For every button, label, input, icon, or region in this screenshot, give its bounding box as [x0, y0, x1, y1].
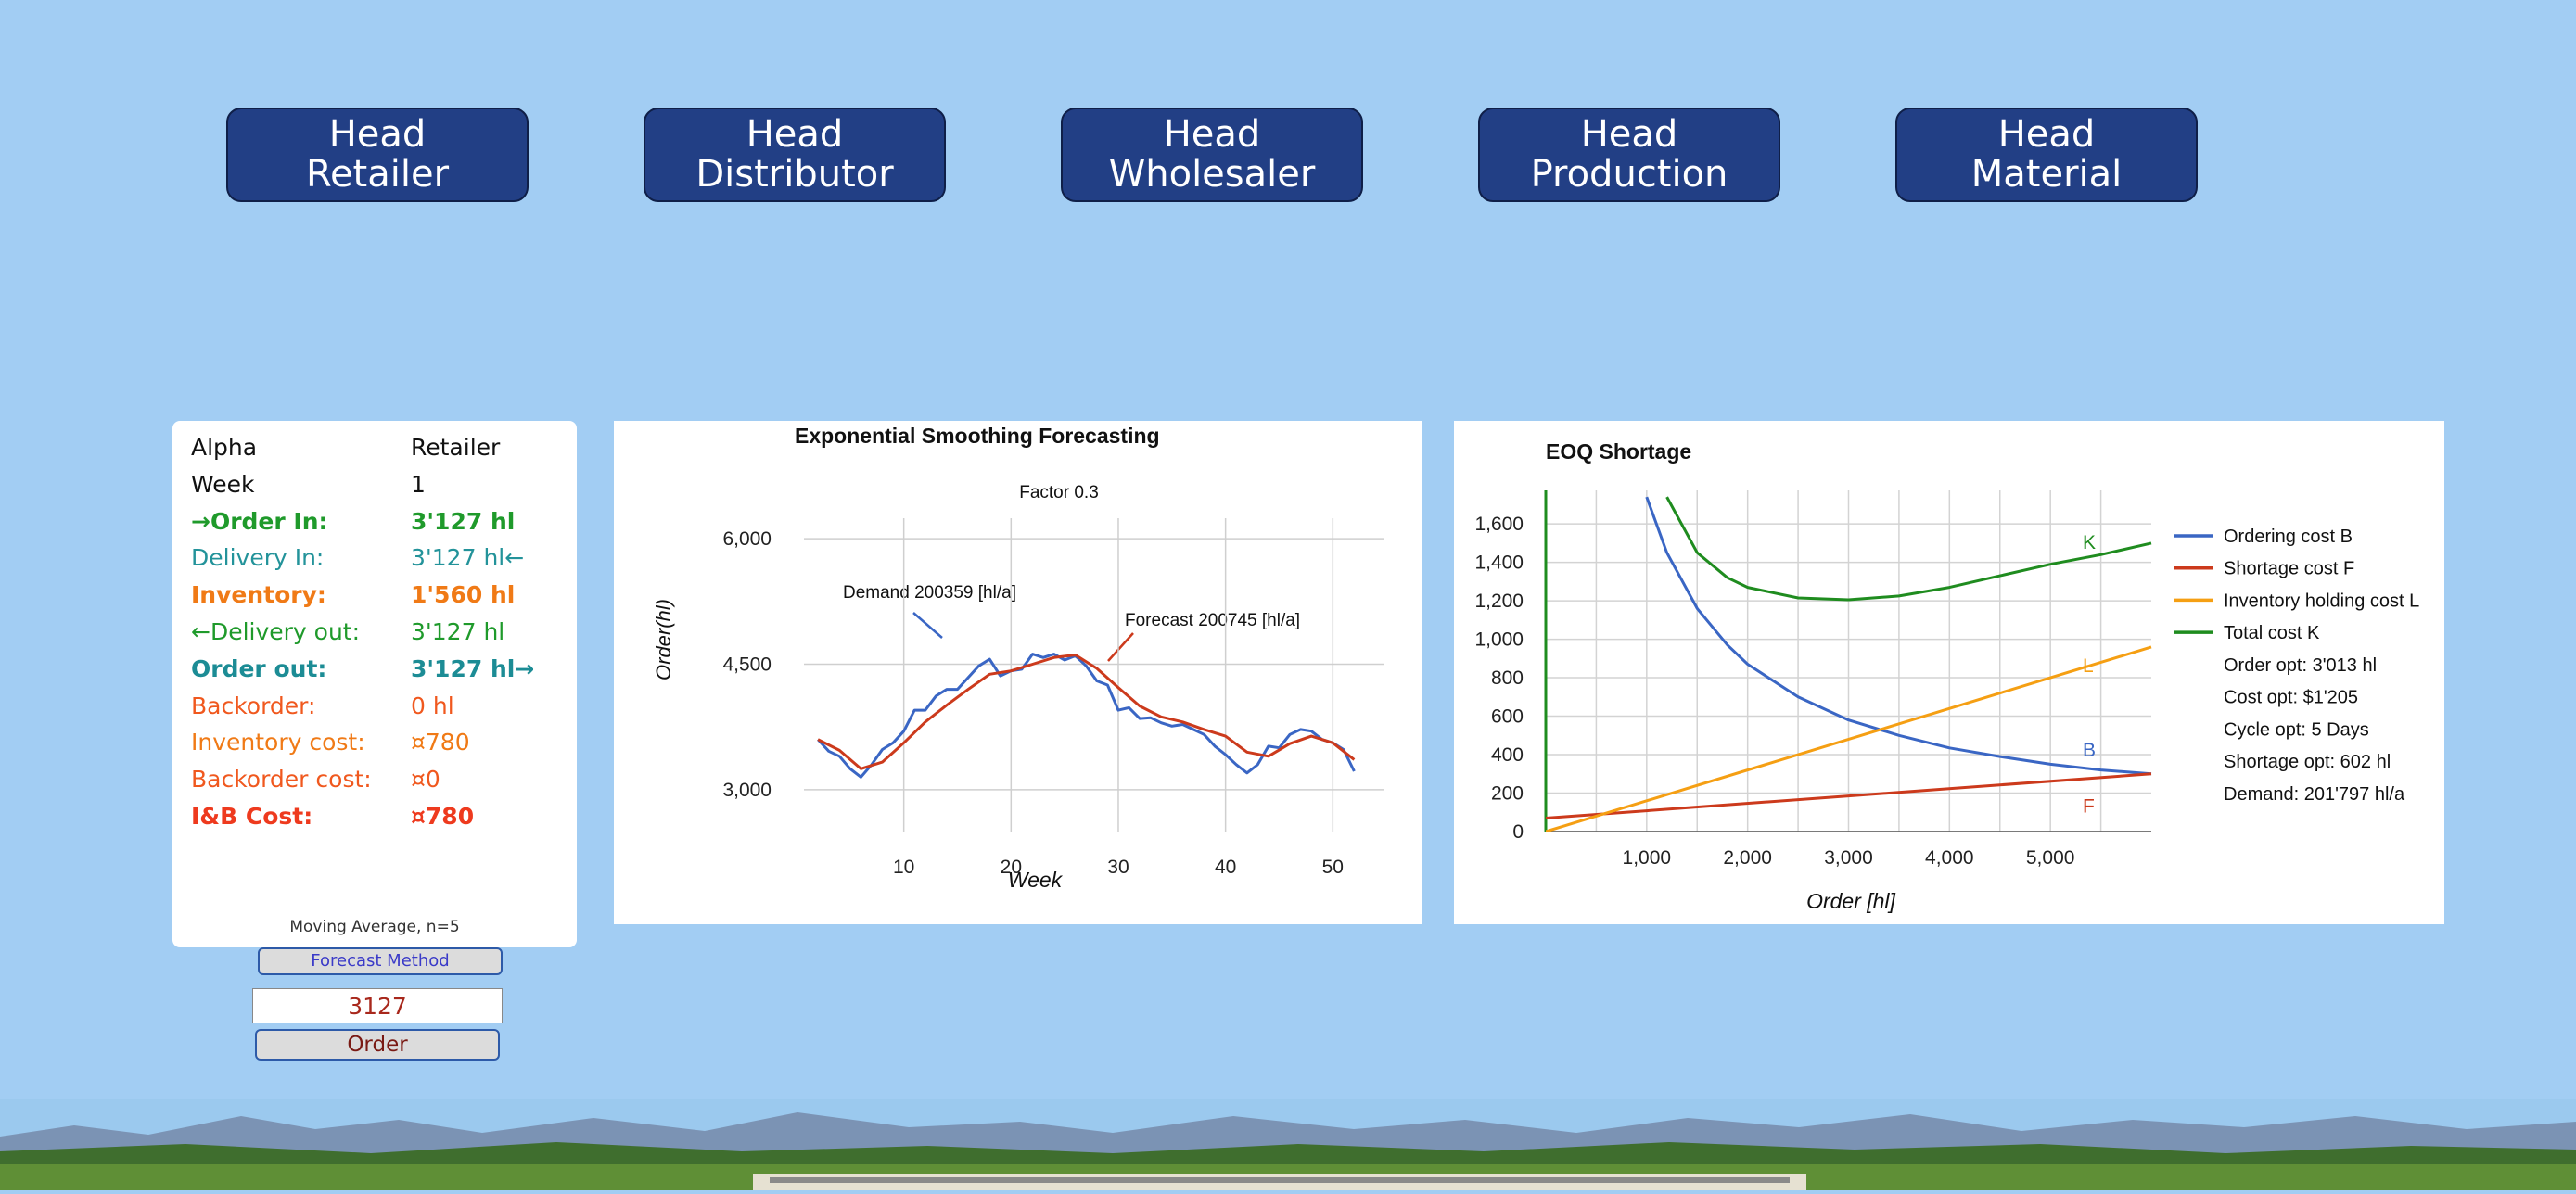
info-row-value: 3'127 hl — [411, 507, 516, 535]
forecast-chart-xlabel: Week — [1008, 868, 1064, 892]
info-row-value: ¤780 — [411, 729, 470, 756]
forecast-method-button[interactable]: Forecast Method — [258, 947, 503, 975]
eoq-ytick-label: 1,000 — [1474, 629, 1524, 651]
head-retailer-line1: Head — [328, 113, 427, 156]
info-row-label: →Order In: — [191, 507, 328, 535]
landscape-illustration — [0, 1099, 2576, 1190]
holding-cost-line — [1546, 645, 2152, 832]
forecast-chart-subtitle: Factor 0.3 — [1019, 483, 1099, 502]
ordering-cost-line — [1645, 496, 2152, 776]
method-note: Moving Average, n=5 — [289, 918, 460, 936]
forecast-chart-ylabel: Order(hl) — [652, 599, 675, 680]
eoq-info-line: Demand: 201'797 hl/a — [2224, 784, 2405, 805]
info-row-value: ¤0 — [411, 766, 440, 794]
legend-entry: Shortage cost F — [2224, 559, 2354, 579]
info-row-value: 3'127 hl← — [411, 544, 525, 572]
info-row-value: 0 hl — [411, 692, 454, 719]
head-distributor-line2: Distributor — [695, 153, 894, 196]
forecast-ytick-label: 6,000 — [722, 528, 772, 550]
info-row-label: Backorder: — [191, 692, 316, 719]
eoq-info-line: Cycle opt: 5 Days — [2224, 719, 2369, 740]
info-row-value: ¤780 — [411, 803, 475, 830]
eoq-info-line: Cost opt: $1'205 — [2224, 688, 2358, 708]
head-wholesaler-line2: Wholesaler — [1108, 153, 1316, 196]
head-material-line1: Head — [1997, 113, 2096, 156]
forecast-xtick-label: 10 — [893, 857, 914, 878]
demand-annotation-pointer — [912, 612, 943, 639]
forecast-xtick-label: 20 — [1001, 857, 1022, 878]
eoq-xtick-label: 5,000 — [2026, 847, 2075, 869]
order-quantity-input[interactable] — [252, 988, 503, 1023]
forecast-chart: Exponential Smoothing Forecasting Factor… — [652, 424, 1384, 892]
forecast-ytick-label: 4,500 — [722, 654, 772, 675]
info-row-label: Alpha — [191, 434, 258, 461]
forecast-xtick-label: 30 — [1107, 857, 1129, 878]
holding-cost-marker: L — [2083, 655, 2094, 677]
info-row-value: 1 — [411, 470, 426, 498]
eoq-xtick-label: 3,000 — [1824, 847, 1873, 869]
head-production-button[interactable]: Head Production — [1478, 108, 1780, 202]
info-row-value: 3'127 hl — [411, 618, 505, 645]
info-row-label: Inventory cost: — [191, 729, 365, 756]
eoq-info-line: Shortage opt: 602 hl — [2224, 752, 2391, 772]
info-row-label: Backorder cost: — [191, 766, 372, 794]
demand-series-line — [816, 653, 1356, 779]
eoq-ytick-label: 400 — [1491, 744, 1524, 766]
eoq-ytick-label: 600 — [1491, 706, 1524, 728]
shortage-cost-line — [1546, 772, 2152, 819]
eoq-ytick-label: 1,400 — [1474, 553, 1524, 574]
forecast-annotation-pointer — [1107, 632, 1134, 662]
info-row-label: Week — [191, 470, 255, 498]
head-production-line1: Head — [1580, 113, 1678, 156]
legend-entry: Total cost K — [2224, 623, 2320, 643]
forecast-xtick-label: 50 — [1322, 857, 1344, 878]
head-distributor-button[interactable]: Head Distributor — [644, 108, 946, 202]
ordering-cost-marker: B — [2083, 740, 2096, 761]
info-row-value: Retailer — [411, 434, 501, 461]
eoq-chart-xlabel: Order [hl] — [1806, 889, 1895, 913]
info-row-label: I&B Cost: — [191, 803, 313, 830]
landscape-footer — [0, 1099, 2576, 1190]
info-row-label: Delivery In: — [191, 544, 325, 572]
eoq-ytick-label: 800 — [1491, 667, 1524, 689]
eoq-ytick-label: 1,200 — [1474, 591, 1524, 612]
eoq-chart: EOQ Shortage Order [hl] 0 200 400 600 800 1,0… — [1474, 439, 2419, 913]
info-row-label: Inventory: — [191, 581, 326, 609]
retailer-info-panel: Alpha Retailer Week 1 →Order In: 3'127 hl Deli… — [172, 421, 577, 947]
head-retailer-line2: Retailer — [305, 153, 450, 196]
total-cost-line — [1665, 496, 2152, 602]
order-button[interactable]: Order — [255, 1029, 500, 1061]
eoq-chart-title: EOQ Shortage — [1546, 439, 1691, 464]
eoq-ytick-label: 200 — [1491, 783, 1524, 805]
head-wholesaler-line1: Head — [1163, 113, 1261, 156]
head-production-line2: Production — [1530, 153, 1728, 196]
info-row-value: 1'560 hl — [411, 581, 516, 609]
head-retailer-button[interactable]: Head Retailer — [226, 108, 529, 202]
head-wholesaler-button[interactable]: Head Wholesaler — [1061, 108, 1363, 202]
eoq-xtick-label: 4,000 — [1925, 847, 1974, 869]
eoq-ytick-label: 0 — [1512, 821, 1524, 843]
forecast-series-line — [817, 654, 1356, 770]
info-row-label: Order out: — [191, 654, 327, 682]
eoq-xtick-label: 1,000 — [1623, 847, 1672, 869]
legend-entry: Ordering cost B — [2224, 527, 2353, 547]
forecast-chart-title: Exponential Smoothing Forecasting — [795, 424, 1160, 448]
eoq-info-line: Order opt: 3'013 hl — [2224, 655, 2377, 676]
demand-annotation: Demand 200359 [hl/a] — [843, 583, 1016, 603]
forecast-annotation: Forecast 200745 [hl/a] — [1125, 611, 1300, 630]
legend-entry: Inventory holding cost L — [2224, 591, 2419, 611]
eoq-chart-panel: EOQ Shortage Order [hl] 0 200 400 600 800 1,0… — [1454, 421, 2444, 924]
eoq-ytick-label: 1,600 — [1474, 514, 1524, 535]
forecast-chart-panel: Exponential Smoothing Forecasting Factor… — [614, 421, 1422, 924]
info-row-label: ←Delivery out: — [191, 618, 361, 645]
forecast-ytick-label: 3,000 — [722, 780, 772, 801]
shortage-cost-marker: F — [2083, 795, 2095, 817]
eoq-xtick-label: 2,000 — [1723, 847, 1772, 869]
total-cost-marker: K — [2083, 532, 2096, 553]
head-distributor-line1: Head — [746, 113, 844, 156]
head-material-line2: Material — [1970, 153, 2123, 196]
head-material-button[interactable]: Head Material — [1895, 108, 2198, 202]
info-row-value: 3'127 hl→ — [411, 654, 535, 682]
forecast-xtick-label: 40 — [1215, 857, 1236, 878]
